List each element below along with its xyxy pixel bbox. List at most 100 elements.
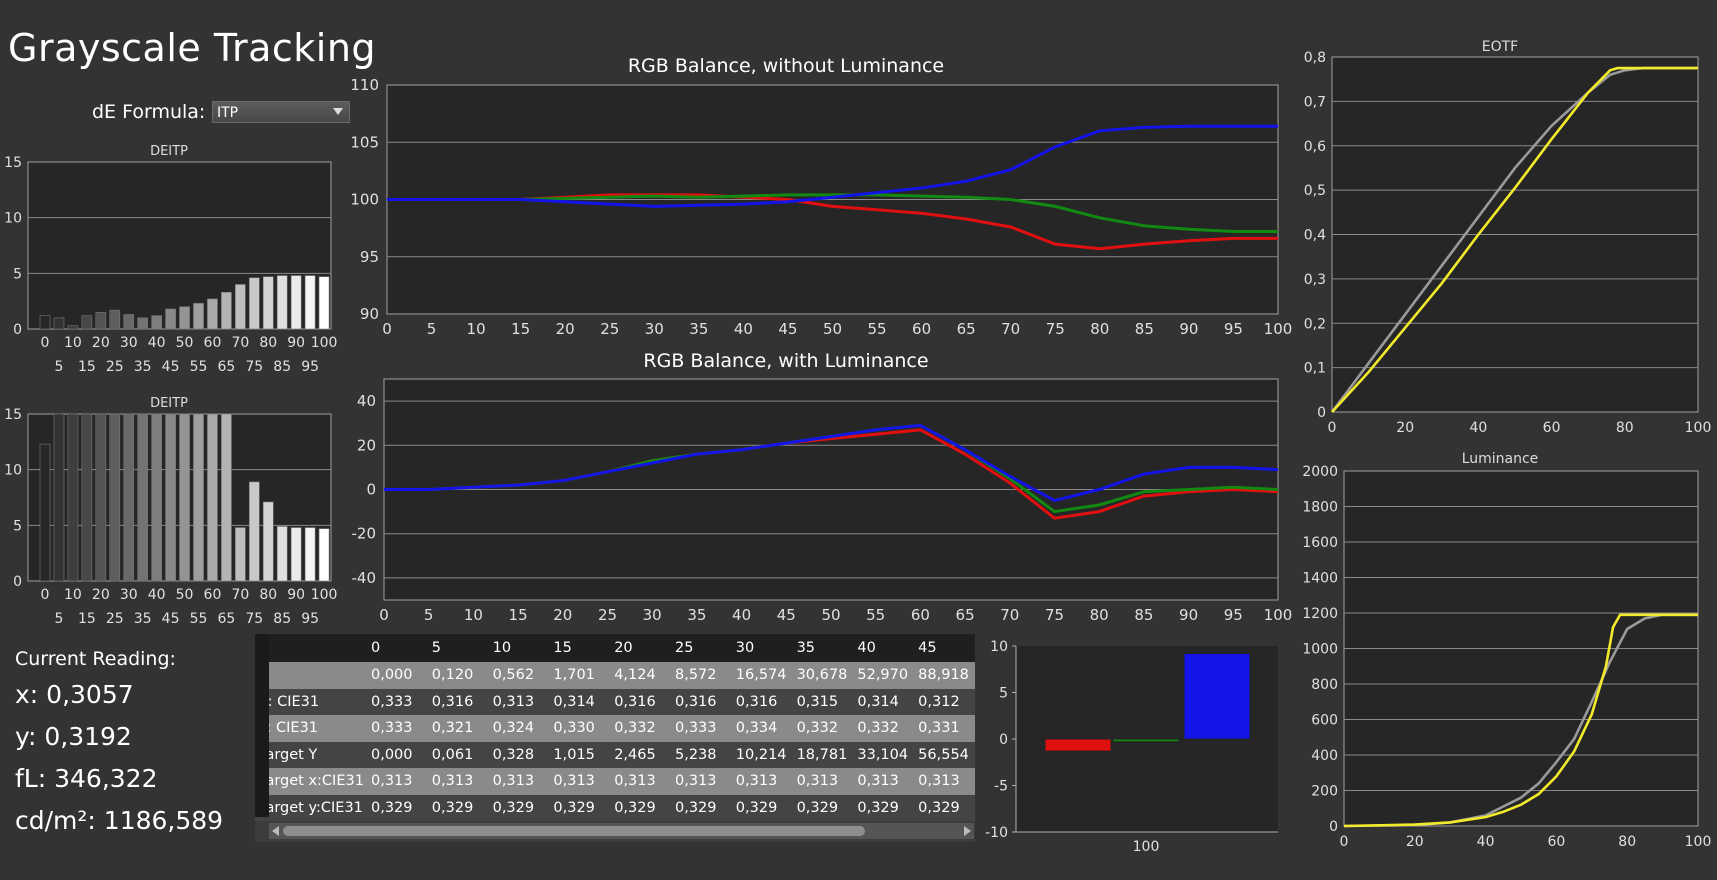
table-row[interactable]: Target x:CIE31 0,313 0,313 0,313 0,313 0,313 0… [255, 768, 975, 795]
table-cell[interactable]: 0,329 [670, 794, 732, 821]
table-cell[interactable]: 0,329 [731, 794, 793, 821]
table-cell[interactable]: 0,000 [367, 741, 428, 768]
current-bars-ytick-label: 5 [999, 686, 1008, 702]
table-cell[interactable]: 0,331 [914, 715, 975, 742]
deitp2-bar [193, 413, 204, 582]
table-cell[interactable]: 0,313 [367, 768, 428, 795]
table-cell[interactable]: 0,329 [914, 794, 975, 821]
table-cell[interactable]: 0,334 [731, 715, 793, 742]
table-cell[interactable]: 0,315 [792, 688, 854, 715]
deitp1-xtick-label: 30 [120, 335, 138, 351]
table-cell[interactable]: 0,313 [488, 688, 550, 715]
luminance-ytick-label: 0 [1329, 819, 1338, 835]
table-cell[interactable]: 0,333 [367, 688, 428, 715]
table-cell[interactable]: 0,061 [427, 741, 489, 768]
table-cell[interactable]: 0,328 [488, 741, 550, 768]
table-cell[interactable]: 0,314 [853, 688, 915, 715]
table-cell[interactable]: 0,333 [670, 715, 732, 742]
table-cell[interactable]: 16,574 [731, 662, 793, 689]
table-cell[interactable]: 0,330 [549, 715, 611, 742]
table-cell[interactable]: 0,329 [488, 794, 550, 821]
table-row[interactable]: Y0,0000,1200,5621,7014,1248,57216,57430,… [255, 662, 975, 689]
scrollbar-thumb[interactable] [283, 826, 865, 836]
table-cell[interactable]: 0,313 [792, 768, 854, 795]
table-cell[interactable]: 0,316 [427, 688, 489, 715]
luminance-ytick-label: 1400 [1302, 571, 1338, 587]
deitp1-xtick-label: 5 [55, 359, 64, 375]
table-cell[interactable]: 0,120 [427, 662, 489, 689]
table-cell[interactable]: 0,329 [792, 794, 854, 821]
de-formula-select[interactable]: ITP [212, 101, 350, 123]
deitp2-xtick-label: 75 [245, 611, 263, 627]
eotf-ytick-label: 0,5 [1304, 183, 1326, 199]
deitp1-bar [235, 284, 246, 330]
table-cell[interactable]: 0,333 [367, 715, 428, 742]
table-cell[interactable]: 0,562 [488, 662, 550, 689]
table-cell[interactable]: 0,313 [853, 768, 915, 795]
table-cell[interactable]: 2,465 [610, 741, 671, 768]
table-cell[interactable]: 8,572 [670, 662, 732, 689]
luminance-ytick-label: 600 [1311, 713, 1338, 729]
table-cell[interactable]: 0,316 [610, 688, 671, 715]
table-cell[interactable]: 0,332 [792, 715, 854, 742]
table-cell[interactable]: 33,104 [853, 741, 915, 768]
rgb_lum-xtick-label: 65 [956, 606, 975, 624]
table-cell[interactable]: 0,329 [367, 794, 428, 821]
table-cell[interactable]: 18,781 [792, 741, 854, 768]
table-cell[interactable]: 0,312 [914, 688, 975, 715]
de-formula-label: dE Formula: [92, 101, 206, 123]
deitp1-xtick-label: 85 [273, 359, 291, 375]
table-cell[interactable]: 4,124 [610, 662, 671, 689]
table-cell[interactable]: 0,316 [670, 688, 732, 715]
luminance-ytick-label: 1600 [1302, 535, 1338, 551]
table-horizontal-scrollbar[interactable] [269, 823, 974, 839]
table-cell[interactable]: 0,313 [427, 768, 489, 795]
table-cell[interactable]: 0,332 [610, 715, 671, 742]
eotf-xtick-label: 20 [1396, 420, 1414, 436]
rgb_no_lum-xtick-label: 85 [1135, 320, 1154, 338]
rgb_lum-xtick-label: 15 [509, 606, 528, 624]
table-row[interactable]: Target y:CIE31 0,329 0,329 0,329 0,329 0,329 0… [255, 794, 975, 821]
table-column-header: 0 [367, 634, 428, 662]
table-cell[interactable]: 0,313 [610, 768, 671, 795]
table-cell[interactable]: 52,970 [853, 662, 915, 689]
eotf-ytick-label: 0,6 [1304, 139, 1326, 155]
table-cell[interactable]: 88,918 [914, 662, 975, 689]
table-cell[interactable]: 0,332 [853, 715, 915, 742]
deitp2-xtick-label: 80 [259, 587, 277, 603]
table-row[interactable]: Target Y 0,000 0,061 0,328 1,015 2,465 5,238 10… [255, 741, 975, 768]
table-cell[interactable]: 0,314 [549, 688, 611, 715]
table-cell[interactable]: 0,329 [427, 794, 489, 821]
table-cell[interactable]: 0,313 [914, 768, 975, 795]
table-cell[interactable]: 0,321 [427, 715, 489, 742]
luminance-xtick-label: 40 [1477, 834, 1495, 850]
de-formula-value: ITP [217, 105, 239, 121]
table-row[interactable]: x: CIE31 0,333 0,316 0,313 0,314 0,316 0,316 0,… [255, 688, 975, 715]
table-cell[interactable]: 0,324 [488, 715, 550, 742]
table-cell[interactable]: 30,678 [792, 662, 854, 689]
deitp1-bar [81, 315, 93, 330]
table-cell[interactable]: 0,313 [549, 768, 611, 795]
table-cell[interactable]: 0,329 [610, 794, 671, 821]
rgb_lum-xtick-label: 5 [424, 606, 434, 624]
table-cell[interactable]: 5,238 [670, 741, 732, 768]
measurement-table[interactable]: 051015202530354045Y0,0000,1200,5621,7014… [255, 634, 975, 842]
table-cell[interactable]: 0,329 [853, 794, 915, 821]
rgb_lum-ytick-label: 20 [357, 436, 376, 454]
table-cell[interactable]: 56,554 [914, 741, 975, 768]
table-cell[interactable]: 0,313 [488, 768, 550, 795]
table-cell[interactable]: 0,329 [549, 794, 611, 821]
scroll-left-arrow-icon[interactable] [272, 826, 279, 836]
deitp1-bar [221, 291, 232, 330]
table-cell[interactable]: 0,000 [367, 662, 428, 689]
table-cell[interactable]: 0,313 [670, 768, 732, 795]
table-cell[interactable]: 0,316 [731, 688, 793, 715]
table-cell[interactable]: 1,701 [549, 662, 611, 689]
table-row[interactable]: y: CIE31 0,333 0,321 0,324 0,330 0,332 0,333 0,… [255, 715, 975, 742]
table-cell[interactable]: 10,214 [731, 741, 793, 768]
table-cell[interactable]: 0,313 [731, 768, 793, 795]
page-title: Grayscale Tracking [8, 26, 377, 70]
rgb_lum-xtick-label: 95 [1224, 606, 1243, 624]
table-cell[interactable]: 1,015 [549, 741, 611, 768]
scroll-right-arrow-icon[interactable] [964, 826, 971, 836]
